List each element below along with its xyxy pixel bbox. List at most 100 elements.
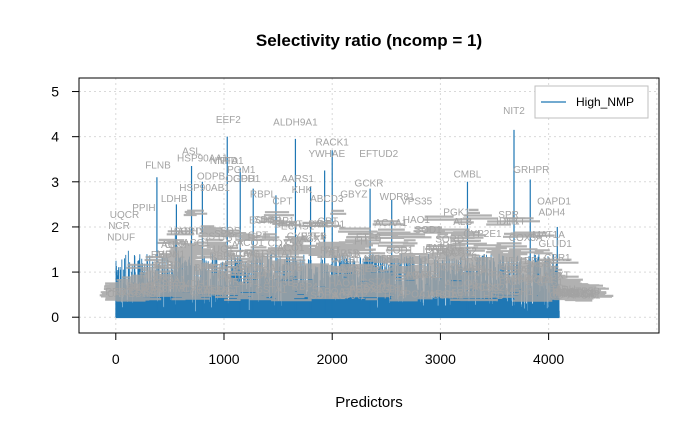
y-tick-label: 0: [51, 309, 59, 325]
cloud-label: GPT: [248, 230, 269, 241]
y-tick-label: 2: [51, 219, 59, 235]
cloud-label: MDH1: [505, 287, 534, 298]
predictor-label: LDHB: [161, 194, 188, 205]
y-axis: 0 1 2 3 4 5: [51, 84, 80, 325]
cloud-label: PAH: [308, 219, 328, 230]
legend-entry: High_NMP: [576, 95, 634, 109]
cloud-label: ACSS2: [147, 278, 180, 289]
cloud-label: FBP1: [555, 288, 580, 299]
cloud-label: CS: [201, 232, 215, 243]
legend: High_NMP: [534, 85, 649, 119]
cloud-label: IDH1: [422, 245, 445, 256]
cloud-label: ALDOB: [563, 290, 597, 301]
cloud-label: ALDH2: [382, 258, 415, 269]
predictor-label: NCR: [108, 221, 130, 232]
cloud-label: AGXT: [218, 267, 245, 278]
cloud-label: ARG1: [332, 254, 360, 265]
cloud-label: AGXT: [543, 271, 570, 282]
predictor-label: NDUF: [107, 232, 135, 243]
cloud-label: UGT: [218, 285, 239, 296]
cloud-label: CAT: [190, 288, 209, 299]
x-axis: 0 1000 2000 3000 4000: [112, 332, 564, 367]
cloud-label: PCK1: [553, 288, 580, 299]
cloud-label: GPT: [164, 240, 185, 251]
cloud-label: ECHS1: [281, 221, 315, 232]
predictor-label: MAT1A: [532, 230, 565, 241]
cloud-label: TAT: [323, 245, 340, 256]
cloud-label: ALDH2: [128, 282, 161, 293]
cloud-label: ETFB: [301, 232, 327, 243]
cloud-label: SOD1: [386, 245, 414, 256]
cloud-label: ETFB: [356, 233, 382, 244]
y-tick-label: 5: [51, 84, 59, 100]
cloud-label: ACO1: [237, 238, 265, 249]
cloud-label: ATP5B: [569, 287, 600, 298]
cloud-label: SORD: [174, 226, 203, 237]
cloud-label: ALDOB: [261, 270, 295, 281]
x-tick-label: 0: [112, 351, 120, 367]
cloud-label: FBP1: [269, 216, 294, 227]
cloud-label: TF: [382, 291, 394, 302]
cloud-label: FH: [471, 265, 484, 276]
predictor-label: GBYZ: [340, 190, 367, 201]
cloud-label: SDS: [555, 287, 576, 298]
bar-baseline: [115, 313, 560, 319]
cloud-label: ASS1: [340, 267, 366, 278]
cloud-label: TF: [135, 283, 147, 294]
cloud-label: PCK1: [434, 262, 461, 273]
cloud-label: TAT: [426, 243, 443, 254]
cloud-label: HAO1: [553, 289, 581, 300]
cloud-label: FH: [218, 273, 231, 284]
cloud-label: ARG1: [460, 254, 488, 265]
predictor-label: CPT: [272, 196, 292, 207]
cloud-label: ACAA1: [333, 291, 366, 302]
cloud-label: MDH1: [157, 250, 186, 261]
cloud-label: ATP5B: [328, 248, 359, 259]
cloud-label: ECHS1: [561, 288, 595, 299]
predictor-label: GLUD1: [538, 239, 572, 250]
x-axis-label: Predictors: [335, 394, 403, 411]
cloud-label: ACSS2: [472, 283, 505, 294]
x-tick-label: 4000: [533, 351, 564, 367]
predictor-label: ODPB: [197, 172, 226, 183]
cloud-label: ATP5B: [263, 278, 294, 289]
predictor-label: HSP90AA1: [177, 153, 228, 164]
cloud-label: BHMT: [274, 220, 302, 231]
cloud-label: COX5A: [509, 233, 543, 244]
predictor-label: ALDH9A1: [273, 117, 318, 128]
predictor-label: SPR: [498, 210, 519, 221]
predictor-label: HSP90AB1: [179, 183, 230, 194]
x-tick-label: 3000: [425, 351, 456, 367]
cloud-label: RBP4: [292, 282, 319, 293]
cloud-label: GPT: [382, 284, 403, 295]
predictor-label: ABCD3: [310, 194, 344, 205]
cloud-label: HADH: [238, 271, 266, 282]
cloud-label: PCK1: [570, 288, 597, 299]
cloud-label: SOD1: [526, 275, 554, 286]
cloud-label: HADH: [170, 226, 198, 237]
cloud-label: ALDH2: [130, 283, 163, 294]
predictor-label: UQCR: [110, 210, 139, 221]
cloud-label: BHMT: [194, 263, 222, 274]
predictor-labels: ACO1ALDOBPCK1CPS1ASS1FBP1GPTMDH1SORDHPDU…: [99, 106, 614, 302]
cloud-label: CPS1: [537, 278, 564, 289]
cloud-label: FABP1: [499, 277, 531, 288]
cloud-label: CYP2E1: [338, 264, 377, 275]
cloud-label: PAH: [320, 245, 340, 256]
predictor-label: RBPL: [250, 190, 277, 201]
cloud-label: FABP1: [512, 274, 544, 285]
cloud-label: HAO1: [329, 278, 357, 289]
cloud-label: RBP4: [552, 288, 579, 299]
predictor-label: VPS35: [401, 196, 433, 207]
cloud-label: HPD: [483, 291, 504, 302]
cloud-label: ALB: [342, 250, 361, 261]
cloud-label: CYP2E1: [463, 229, 502, 240]
cloud-label: CYP2E1: [287, 231, 326, 242]
label-cloud: [99, 208, 614, 302]
cloud-label: UGT: [213, 244, 234, 255]
predictor-label: EEF2: [216, 115, 241, 126]
cloud-label: ETFB: [393, 271, 419, 282]
cloud-label: FBP1: [451, 288, 476, 299]
predictor-label: YWHAE: [308, 149, 345, 160]
cloud-label: CYP2E1: [182, 285, 221, 296]
